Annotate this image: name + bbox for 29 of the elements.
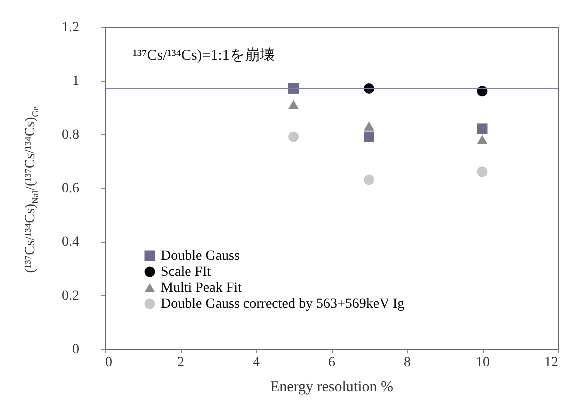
legend-label: Scale FIt xyxy=(161,265,212,280)
x-axis-title: Energy resolution % xyxy=(270,380,394,396)
y-tick-label: 0.6 xyxy=(62,182,80,196)
legend-label: Multi Peak Fit xyxy=(161,281,242,296)
y-tick-label: 0 xyxy=(72,342,80,358)
y-tick-label: 0.4 xyxy=(62,235,80,250)
point xyxy=(477,124,488,134)
x-tick-label: 8 xyxy=(404,356,411,370)
point xyxy=(288,100,299,110)
y-tick-label: 1 xyxy=(72,74,80,90)
point xyxy=(364,122,374,131)
x-tick-label: 2 xyxy=(178,356,184,370)
point xyxy=(288,132,299,142)
point xyxy=(364,174,374,186)
point xyxy=(477,166,488,178)
x-tick-label: 6 xyxy=(328,356,336,370)
y-tick-label: 1.2 xyxy=(62,20,80,36)
legend-label: Double Gauss xyxy=(161,249,240,264)
x-tick-label: 12 xyxy=(544,356,558,370)
y-tick-label: 0.8 xyxy=(62,128,80,143)
point xyxy=(288,83,299,94)
x-tick-label: 4 xyxy=(253,356,260,370)
y-tick-label: 0.2 xyxy=(62,288,80,304)
x-tick-label: 0 xyxy=(106,356,112,370)
annotation: ¹³⁷Cs/¹³⁴Cs)=1:1を崩壊 xyxy=(133,47,275,64)
legend-label: Double Gauss corrected by 563+569keV Ig xyxy=(161,297,405,312)
point xyxy=(477,135,488,144)
x-tick-label: 10 xyxy=(476,356,490,370)
point xyxy=(364,132,374,142)
